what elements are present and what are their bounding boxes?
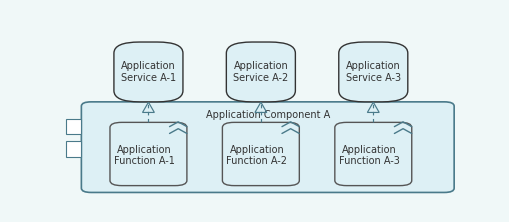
FancyBboxPatch shape bbox=[222, 122, 299, 186]
Text: Application
Function A-2: Application Function A-2 bbox=[227, 145, 288, 166]
FancyBboxPatch shape bbox=[110, 122, 187, 186]
FancyBboxPatch shape bbox=[114, 42, 183, 102]
Text: Application
Function A-3: Application Function A-3 bbox=[339, 145, 400, 166]
Text: Application
Service A-2: Application Service A-2 bbox=[233, 61, 289, 83]
Text: Application
Function A-1: Application Function A-1 bbox=[114, 145, 175, 166]
Text: Application Component A: Application Component A bbox=[206, 109, 330, 119]
FancyBboxPatch shape bbox=[81, 102, 454, 192]
FancyBboxPatch shape bbox=[66, 141, 81, 157]
Text: Application
Service A-3: Application Service A-3 bbox=[346, 61, 401, 83]
Text: Application
Service A-1: Application Service A-1 bbox=[121, 61, 176, 83]
FancyBboxPatch shape bbox=[227, 42, 295, 102]
FancyBboxPatch shape bbox=[339, 42, 408, 102]
FancyBboxPatch shape bbox=[66, 119, 81, 134]
FancyBboxPatch shape bbox=[335, 122, 412, 186]
